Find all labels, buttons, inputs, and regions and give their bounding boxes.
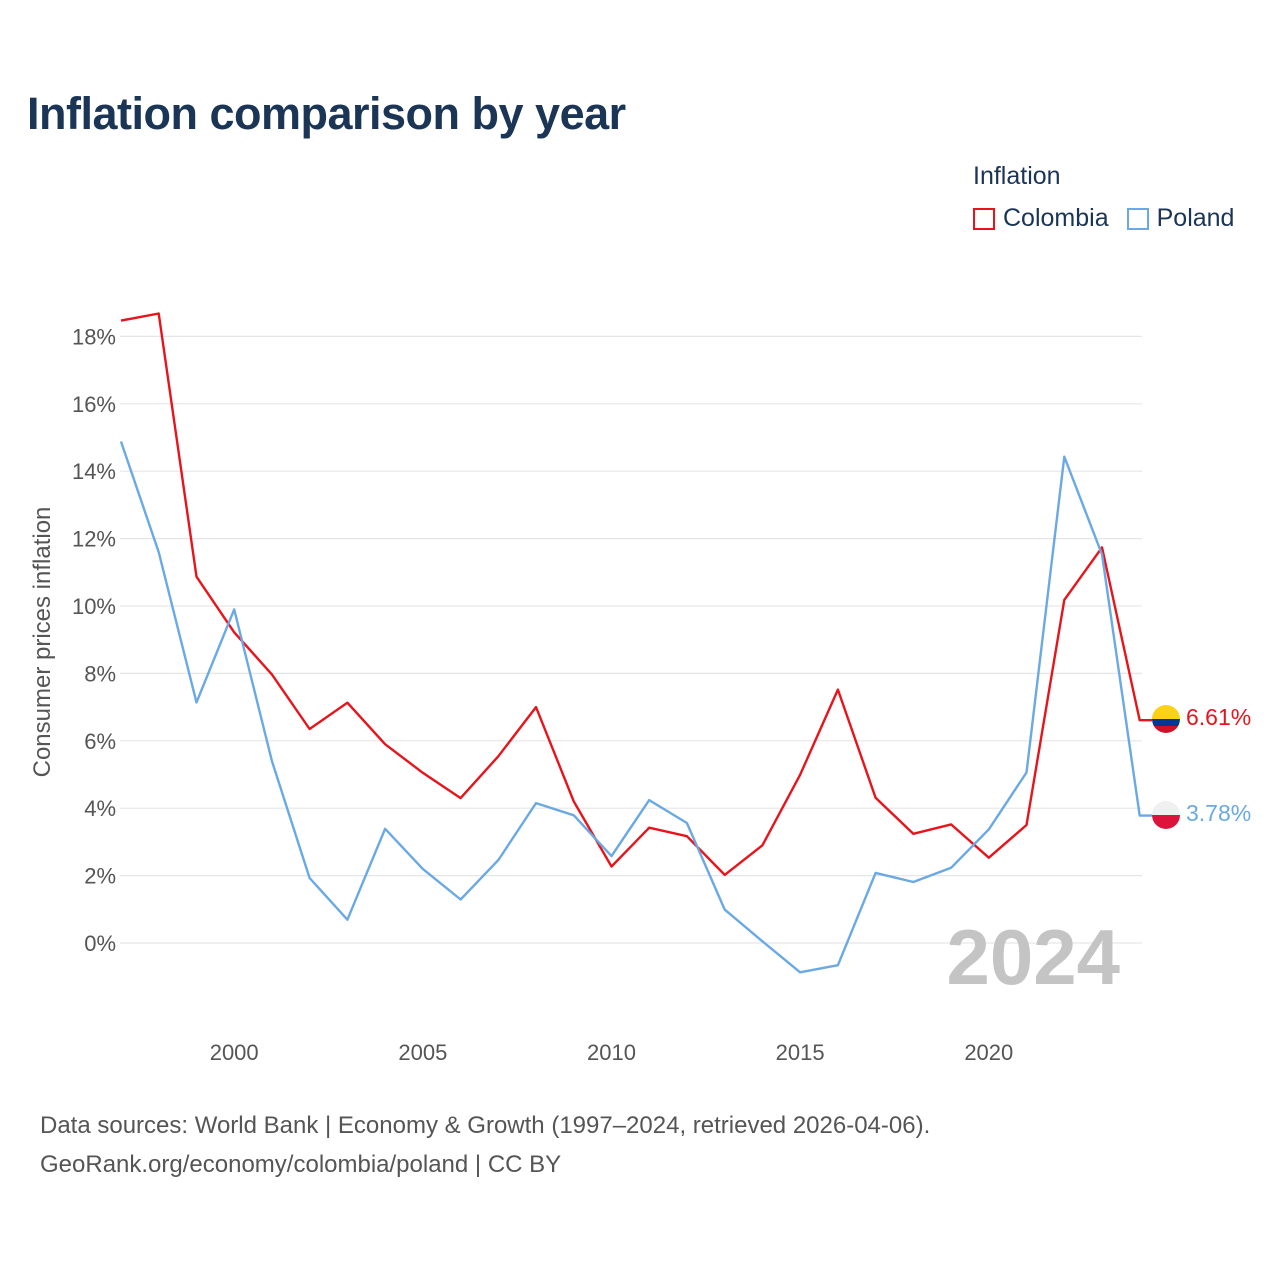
x-tick-label: 2010	[587, 1040, 636, 1065]
colombia-end-label: 6.61%	[1186, 704, 1251, 730]
y-tick-label: 10%	[72, 594, 116, 619]
gridlines	[120, 335, 1142, 944]
y-tick-label: 6%	[84, 729, 116, 754]
colombia-flag-icon	[1152, 705, 1180, 733]
poland-end-label: 3.78%	[1186, 800, 1251, 826]
sources-line-2: GeoRank.org/economy/colombia/poland | CC…	[40, 1151, 562, 1178]
sources-line-1: Data sources: World Bank | Economy & Gro…	[40, 1112, 931, 1139]
x-tick-label: 2020	[964, 1040, 1013, 1065]
legend: Colombia Poland	[973, 204, 1234, 233]
x-tick-label: 2015	[776, 1040, 825, 1065]
y-tick-label: 2%	[84, 864, 116, 889]
y-axis-ticks: 0% 2% 4% 6% 8% 10% 12% 14% 16% 18%	[72, 324, 116, 956]
y-tick-label: 18%	[72, 324, 116, 349]
legend-swatch-poland	[1126, 207, 1149, 230]
x-tick-label: 2000	[210, 1040, 259, 1065]
y-axis-label: Consumer prices inflation	[29, 507, 56, 778]
end-labels: 6.61% 3.78%	[1152, 704, 1251, 829]
legend-title: Inflation	[973, 162, 1061, 190]
y-tick-label: 14%	[72, 459, 116, 484]
legend-swatch-colombia	[973, 207, 995, 230]
legend-label-colombia: Colombia	[1003, 204, 1109, 232]
y-tick-label: 4%	[84, 796, 116, 821]
data-sources: Data sources: World Bank | Economy & Gro…	[40, 1106, 930, 1184]
series-line-colombia	[120, 312, 1152, 877]
chart-title: Inflation comparison by year	[27, 88, 626, 139]
y-tick-label: 16%	[72, 392, 116, 417]
legend-item-colombia[interactable]: Colombia	[973, 204, 1109, 233]
series-lines	[119, 312, 1152, 974]
series-line-poland	[119, 441, 1152, 974]
y-tick-label: 8%	[84, 661, 116, 686]
x-tick-label: 2005	[398, 1040, 447, 1065]
poland-flag-icon	[1152, 801, 1180, 829]
legend-label-poland: Poland	[1156, 204, 1235, 232]
legend-item-poland[interactable]: Poland	[1126, 204, 1235, 233]
year-watermark: 2024	[946, 913, 1120, 1001]
y-tick-label: 12%	[72, 527, 116, 552]
x-axis-ticks: 2000 2005 2010 2015 2020	[210, 1040, 1014, 1065]
y-tick-label: 0%	[84, 931, 116, 956]
